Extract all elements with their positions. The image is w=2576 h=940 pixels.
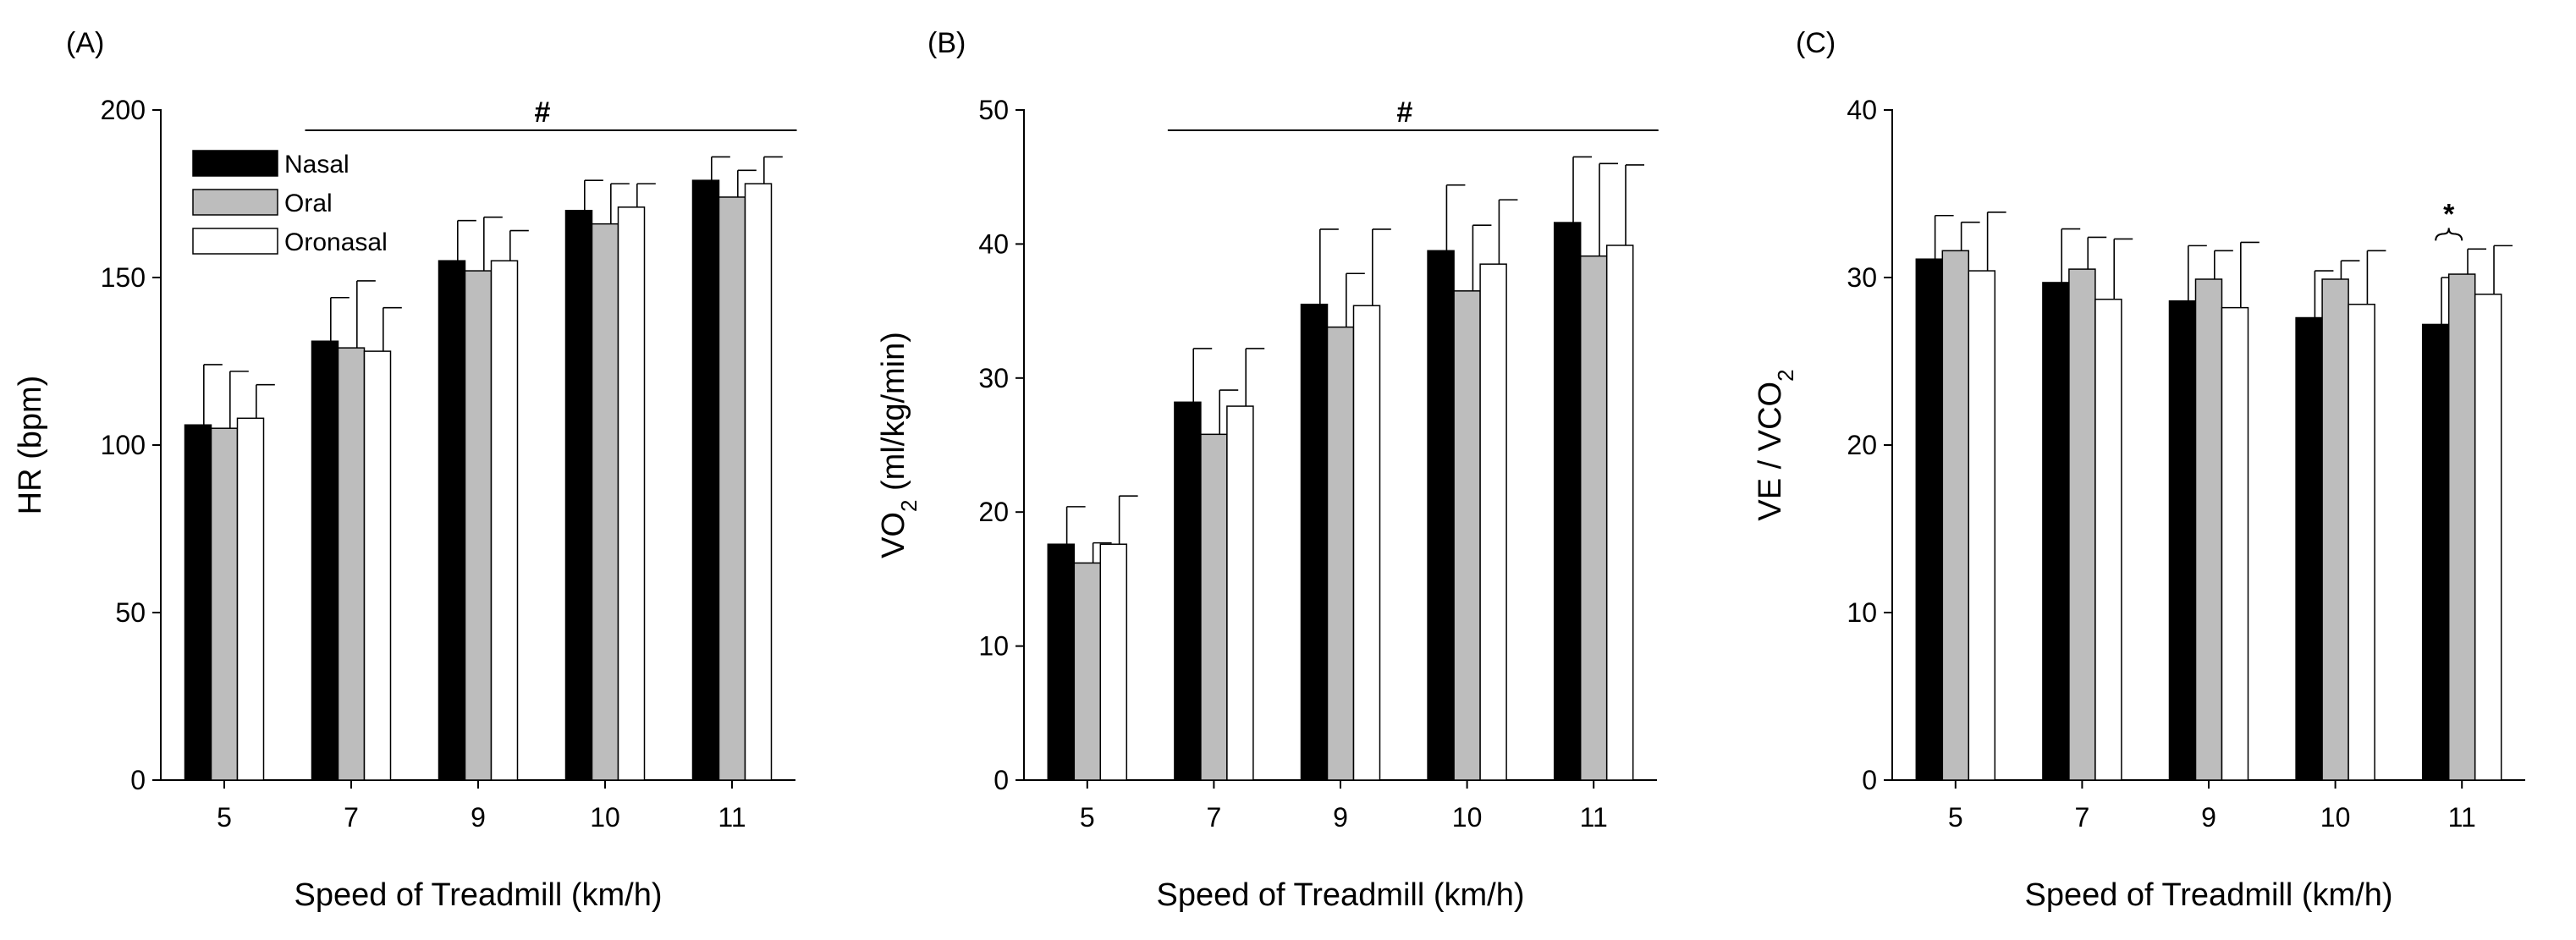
y-tick-label: 50 xyxy=(115,597,146,628)
x-tick-label: 9 xyxy=(2201,802,2216,833)
bar-oral-10 xyxy=(591,223,619,781)
legend-label-oronasal: Oronasal xyxy=(284,228,388,256)
legend-label-nasal: Nasal xyxy=(284,151,350,179)
x-tick-label: 5 xyxy=(1948,802,1963,833)
y-axis-label: VE / VCO2 xyxy=(1753,369,1798,520)
bar-oral-10 xyxy=(2321,278,2349,781)
legend-swatch-nasal xyxy=(192,150,278,177)
bar-oronasal-11 xyxy=(1605,245,1634,781)
x-tick-label: 9 xyxy=(471,802,486,833)
x-tick-label: 11 xyxy=(718,802,746,833)
bar-nasal-5 xyxy=(1915,258,1944,781)
x-tick-label: 7 xyxy=(2075,802,2090,833)
bar-nasal-7 xyxy=(311,340,339,781)
bar-oronasal-9 xyxy=(1352,305,1381,781)
x-tick-label: 10 xyxy=(1452,802,1483,833)
bar-oronasal-7 xyxy=(2094,298,2122,781)
x-axis-label: Speed of Treadmill (km/h) xyxy=(1156,877,1524,913)
bar-oral-5 xyxy=(1073,562,1102,781)
x-tick-label: 7 xyxy=(1207,802,1222,833)
bar-nasal-7 xyxy=(1174,401,1202,781)
bar-oral-5 xyxy=(210,427,239,781)
y-tick-label: 0 xyxy=(130,765,146,795)
bar-oronasal-5 xyxy=(1099,543,1128,781)
bar-nasal-9 xyxy=(1300,303,1329,781)
y-tick-label: 100 xyxy=(101,430,146,460)
panel-c: (C) 0 10 20 30 40 5 7 9 10 11 Speed of Treadmill (k… xyxy=(1753,27,2525,913)
panel-label: (B) xyxy=(927,27,966,59)
bar-oral-9 xyxy=(1326,326,1355,781)
significance-brace xyxy=(2435,228,2463,241)
bar-nasal-10 xyxy=(1427,250,1455,781)
x-tick-label: 10 xyxy=(590,802,620,833)
y-tick-label: 200 xyxy=(101,95,146,125)
bar-oronasal-10 xyxy=(617,206,646,781)
bar-oronasal-10 xyxy=(1479,263,1507,781)
legend-label-oral: Oral xyxy=(284,190,333,217)
panel-label: (A) xyxy=(66,27,104,59)
bar-oral-7 xyxy=(337,347,366,781)
legend-swatch-oral xyxy=(192,189,278,216)
panel-a: (A) 0 50 100 150 200 5 7 9 10 11 Speed of Treadmill… xyxy=(13,27,797,913)
bar-oronasal-5 xyxy=(1968,270,1996,781)
legend-swatch-oronasal xyxy=(192,228,278,255)
bar-oral-10 xyxy=(1453,290,1481,781)
x-tick-label: 9 xyxy=(1333,802,1348,833)
y-tick-label: 30 xyxy=(1847,262,1877,293)
bar-oral-7 xyxy=(1200,433,1228,781)
y-tick-label: 30 xyxy=(978,363,1009,393)
y-axis-label: VO2 (ml/kg/min) xyxy=(876,332,922,558)
significance-marker: # xyxy=(1396,96,1412,129)
x-tick-label: 5 xyxy=(217,802,232,833)
significance-marker: # xyxy=(535,96,551,129)
bar-oronasal-11 xyxy=(2474,294,2502,781)
y-tick-label: 50 xyxy=(978,95,1009,125)
y-axis-label: HR (bpm) xyxy=(13,376,48,515)
bar-oronasal-11 xyxy=(744,183,773,781)
panel-label: (C) xyxy=(1796,27,1836,59)
bar-oral-11 xyxy=(1579,255,1608,781)
x-tick-label: 5 xyxy=(1080,802,1095,833)
bar-nasal-5 xyxy=(184,424,212,781)
bar-oronasal-9 xyxy=(2221,306,2249,781)
bar-nasal-11 xyxy=(691,179,720,781)
y-tick-label: 20 xyxy=(978,497,1009,527)
bar-nasal-10 xyxy=(564,210,593,781)
bar-nasal-9 xyxy=(438,260,466,781)
bar-oronasal-7 xyxy=(1226,405,1254,781)
x-tick-label: 11 xyxy=(1580,802,1608,833)
bar-oral-11 xyxy=(2447,273,2476,781)
panel-b: (B) 0 10 20 30 40 50 5 7 9 10 11 Speed of Treadmill … xyxy=(876,27,1659,913)
bar-oral-9 xyxy=(2194,278,2223,781)
significance-marker: * xyxy=(2443,198,2455,230)
y-tick-label: 20 xyxy=(1847,430,1877,460)
x-tick-label: 11 xyxy=(2448,802,2476,833)
bar-oronasal-7 xyxy=(363,350,392,781)
x-axis-label: Speed of Treadmill (km/h) xyxy=(2024,877,2392,913)
x-axis-label: Speed of Treadmill (km/h) xyxy=(294,877,662,913)
bar-oronasal-5 xyxy=(236,417,265,781)
bar-nasal-9 xyxy=(2168,300,2197,781)
y-tick-label: 150 xyxy=(101,262,146,293)
y-tick-label: 0 xyxy=(1862,765,1877,795)
bar-oral-7 xyxy=(2068,268,2096,781)
bar-nasal-11 xyxy=(1553,222,1582,781)
bar-nasal-10 xyxy=(2295,316,2323,781)
bar-nasal-7 xyxy=(2042,282,2070,781)
bar-nasal-5 xyxy=(1047,543,1076,781)
bar-oronasal-9 xyxy=(490,260,519,781)
bar-oral-11 xyxy=(718,196,746,781)
y-tick-label: 40 xyxy=(978,228,1009,259)
y-tick-label: 40 xyxy=(1847,95,1877,125)
bar-oronasal-10 xyxy=(2348,303,2375,781)
y-tick-label: 10 xyxy=(978,631,1009,662)
bar-oral-5 xyxy=(1941,250,1970,781)
bar-nasal-11 xyxy=(2421,323,2450,781)
y-tick-label: 0 xyxy=(994,765,1009,795)
x-tick-label: 10 xyxy=(2320,802,2351,833)
y-tick-label: 10 xyxy=(1847,597,1877,628)
bar-oral-9 xyxy=(464,270,493,781)
x-tick-label: 7 xyxy=(344,802,359,833)
